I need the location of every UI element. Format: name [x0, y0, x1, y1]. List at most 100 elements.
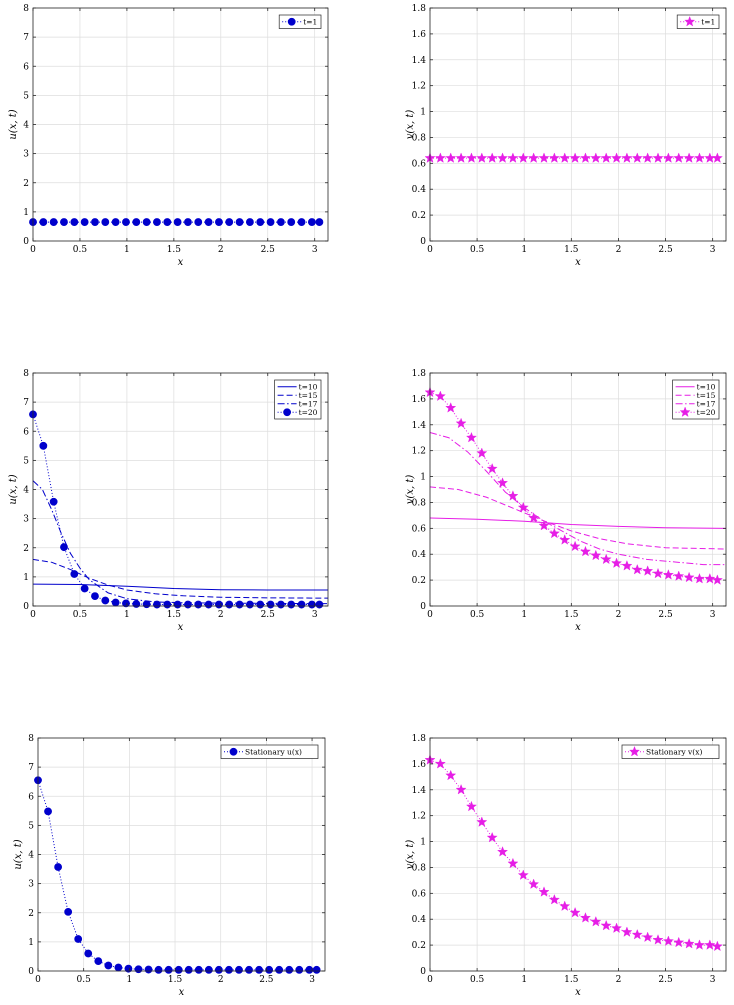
data-point-8: [114, 963, 123, 972]
data-point-1: [434, 758, 446, 769]
data-point-4: [465, 800, 477, 812]
data-point-20: [631, 152, 643, 163]
chart-1: 0 0.5 1 1.5 2 2.5 3 0 1 2 3 4 5 6 7 8 x u(x, t) t=1: [8, 4, 329, 268]
data-point-17: [204, 600, 213, 609]
data-point-7: [497, 152, 509, 163]
axes-box: [429, 7, 727, 242]
x-tick-label-2: 1: [126, 975, 132, 985]
data-point-10: [528, 152, 540, 163]
y-tick-label-6: 1.2: [412, 447, 426, 457]
data-point-11: [538, 519, 550, 531]
data-point-28: [312, 965, 321, 974]
y-tick-label-1: 1: [23, 573, 29, 583]
y-axis-label: v(x, t): [405, 110, 416, 140]
x-tick-label-0: 0: [30, 245, 36, 255]
data-point-21: [642, 152, 654, 163]
data-point-14: [173, 600, 182, 609]
x-tick-label-6: 3: [312, 610, 318, 620]
legend-marker-3: [283, 408, 291, 417]
x-tick-label-2: 1: [124, 245, 130, 255]
series-line: [429, 517, 727, 529]
y-tick-label-1: 0.2: [412, 211, 426, 221]
data-point-25: [683, 938, 695, 949]
x-tick-label-5: 2.5: [259, 975, 274, 985]
x-axis-label: x: [179, 987, 185, 998]
data-point-19: [621, 926, 633, 937]
y-tick-label-2: 2: [28, 909, 34, 919]
data-point-8: [111, 598, 120, 607]
chart-5: 0 0.5 1 1.5 2 2.5 3 0 1 2 3 4 5 6 7 8 x u(x, t) Stationary…: [13, 734, 326, 998]
legend-label-2-3: t=20: [299, 408, 318, 417]
y-tick-label-3: 0.6: [412, 889, 427, 899]
data-point-13: [559, 900, 571, 911]
data-point-25: [683, 152, 695, 163]
x-tick-label-3: 1.5: [167, 245, 182, 255]
y-tick-label-8: 1.6: [412, 395, 427, 405]
series-2-1: [424, 152, 723, 163]
data-point-23: [265, 965, 274, 974]
series-line: [32, 583, 328, 591]
chart-4: 0 0.5 1 1.5 2 2.5 3 0 0.2 0.4 0.6 0.8 1 1.2 1.4 1.6 1.8 x…: [405, 369, 727, 633]
legend-marker-0: [629, 745, 640, 757]
data-point-24: [673, 936, 685, 948]
data-point-6: [91, 592, 99, 600]
y-tick-label-2: 0.4: [412, 550, 427, 560]
data-point-26: [693, 152, 705, 163]
data-point-6: [486, 152, 498, 163]
data-point-5: [80, 218, 89, 226]
y-tick-label-7: 7: [28, 763, 34, 773]
series-6-1: [424, 754, 723, 952]
data-point-14: [569, 540, 581, 552]
data-point-5: [476, 447, 488, 458]
data-point-16: [590, 152, 602, 163]
series-line: [429, 391, 718, 581]
x-tick-label-2: 1: [521, 610, 527, 620]
chart-2: 0 0.5 1 1.5 2 2.5 3 0 0.2 0.4 0.6 0.8 1 1.2 1.4 1.6 1.8 x…: [405, 4, 727, 268]
legend-marker-0: [684, 15, 696, 27]
data-point-26: [693, 573, 705, 584]
series-3-3: [32, 480, 329, 605]
data-point-6: [486, 831, 498, 843]
legend-label-2-0: t=10: [299, 382, 318, 391]
x-tick-label-0: 0: [35, 975, 41, 985]
y-tick-label-4: 4: [23, 486, 29, 496]
data-point-24: [275, 965, 284, 974]
y-tick-label-4: 0.8: [412, 133, 427, 143]
x-tick-label-4: 2: [218, 610, 224, 620]
legend-label-1-0: t=1: [701, 17, 715, 26]
data-point-25: [287, 218, 296, 226]
legend-marker-3: [679, 406, 691, 417]
data-point-17: [204, 965, 213, 974]
x-tick-label-5: 2.5: [658, 975, 673, 985]
data-point-10: [528, 512, 540, 523]
data-point-18: [215, 218, 223, 226]
axes-box: [429, 737, 727, 972]
data-point-21: [642, 931, 654, 943]
x-tick-label-3: 1.5: [564, 975, 579, 985]
data-point-15: [184, 600, 192, 609]
data-point-15: [184, 965, 193, 974]
legend-label-3-3: t=20: [697, 408, 716, 417]
y-tick-label-2: 0.4: [412, 185, 427, 195]
data-point-4: [74, 935, 83, 943]
data-point-16: [590, 549, 602, 561]
data-point-16: [194, 965, 203, 974]
data-point-8: [111, 218, 120, 226]
legend: Stationary u(x): [220, 744, 319, 759]
y-tick-label-6: 6: [23, 427, 29, 437]
data-point-8: [507, 152, 519, 163]
data-point-14: [173, 218, 182, 226]
data-point-3: [455, 417, 467, 429]
data-point-8: [507, 857, 519, 869]
y-axis-label: v(x, t): [405, 475, 416, 505]
data-point-12: [548, 527, 560, 539]
data-point-10: [134, 965, 143, 974]
x-tick-label-1: 0.5: [77, 975, 92, 985]
data-point-26: [295, 965, 304, 974]
data-point-1: [39, 218, 48, 226]
x-tick-label-6: 3: [710, 610, 716, 620]
y-tick-label-2: 0.4: [412, 915, 427, 925]
data-point-15: [579, 152, 591, 163]
series-4-1: [429, 517, 727, 529]
